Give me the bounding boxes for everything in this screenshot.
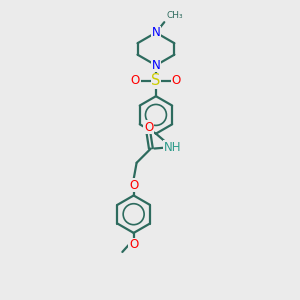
Text: O: O — [131, 74, 140, 87]
Text: CH₃: CH₃ — [166, 11, 183, 20]
Text: NH: NH — [164, 140, 181, 154]
Text: N: N — [152, 59, 160, 72]
Text: O: O — [172, 74, 181, 87]
Text: S: S — [151, 73, 160, 88]
Text: O: O — [129, 238, 138, 251]
Text: O: O — [129, 178, 138, 192]
Text: N: N — [152, 26, 160, 39]
Text: O: O — [144, 121, 153, 134]
